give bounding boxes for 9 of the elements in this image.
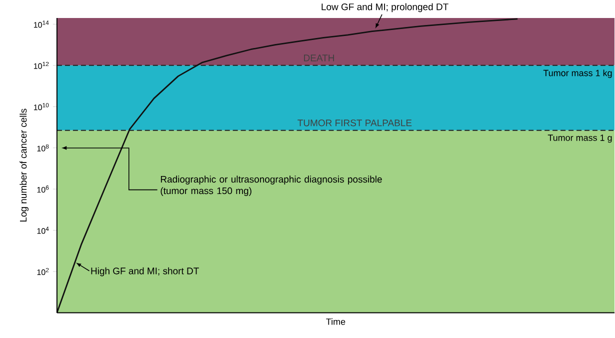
ref-line-label: Tumor mass 1 g: [548, 134, 612, 143]
x-axis-title: Time: [326, 318, 346, 326]
band-label: DEATH: [304, 54, 334, 62]
y-axis-title: Log number of cancer cells: [20, 108, 29, 222]
annotation: High GF and MI; short DT: [91, 267, 199, 276]
text: Low GF and MI; prolonged DT: [322, 3, 448, 12]
annotation: Radiographic or ultrasonographic diagnosis possible (tumor mass 150 mg): [160, 176, 382, 196]
ref-line-label: Tumor mass 1 kg: [543, 70, 612, 78]
band-label: TUMOR FIRST PALPABLE: [298, 120, 412, 126]
